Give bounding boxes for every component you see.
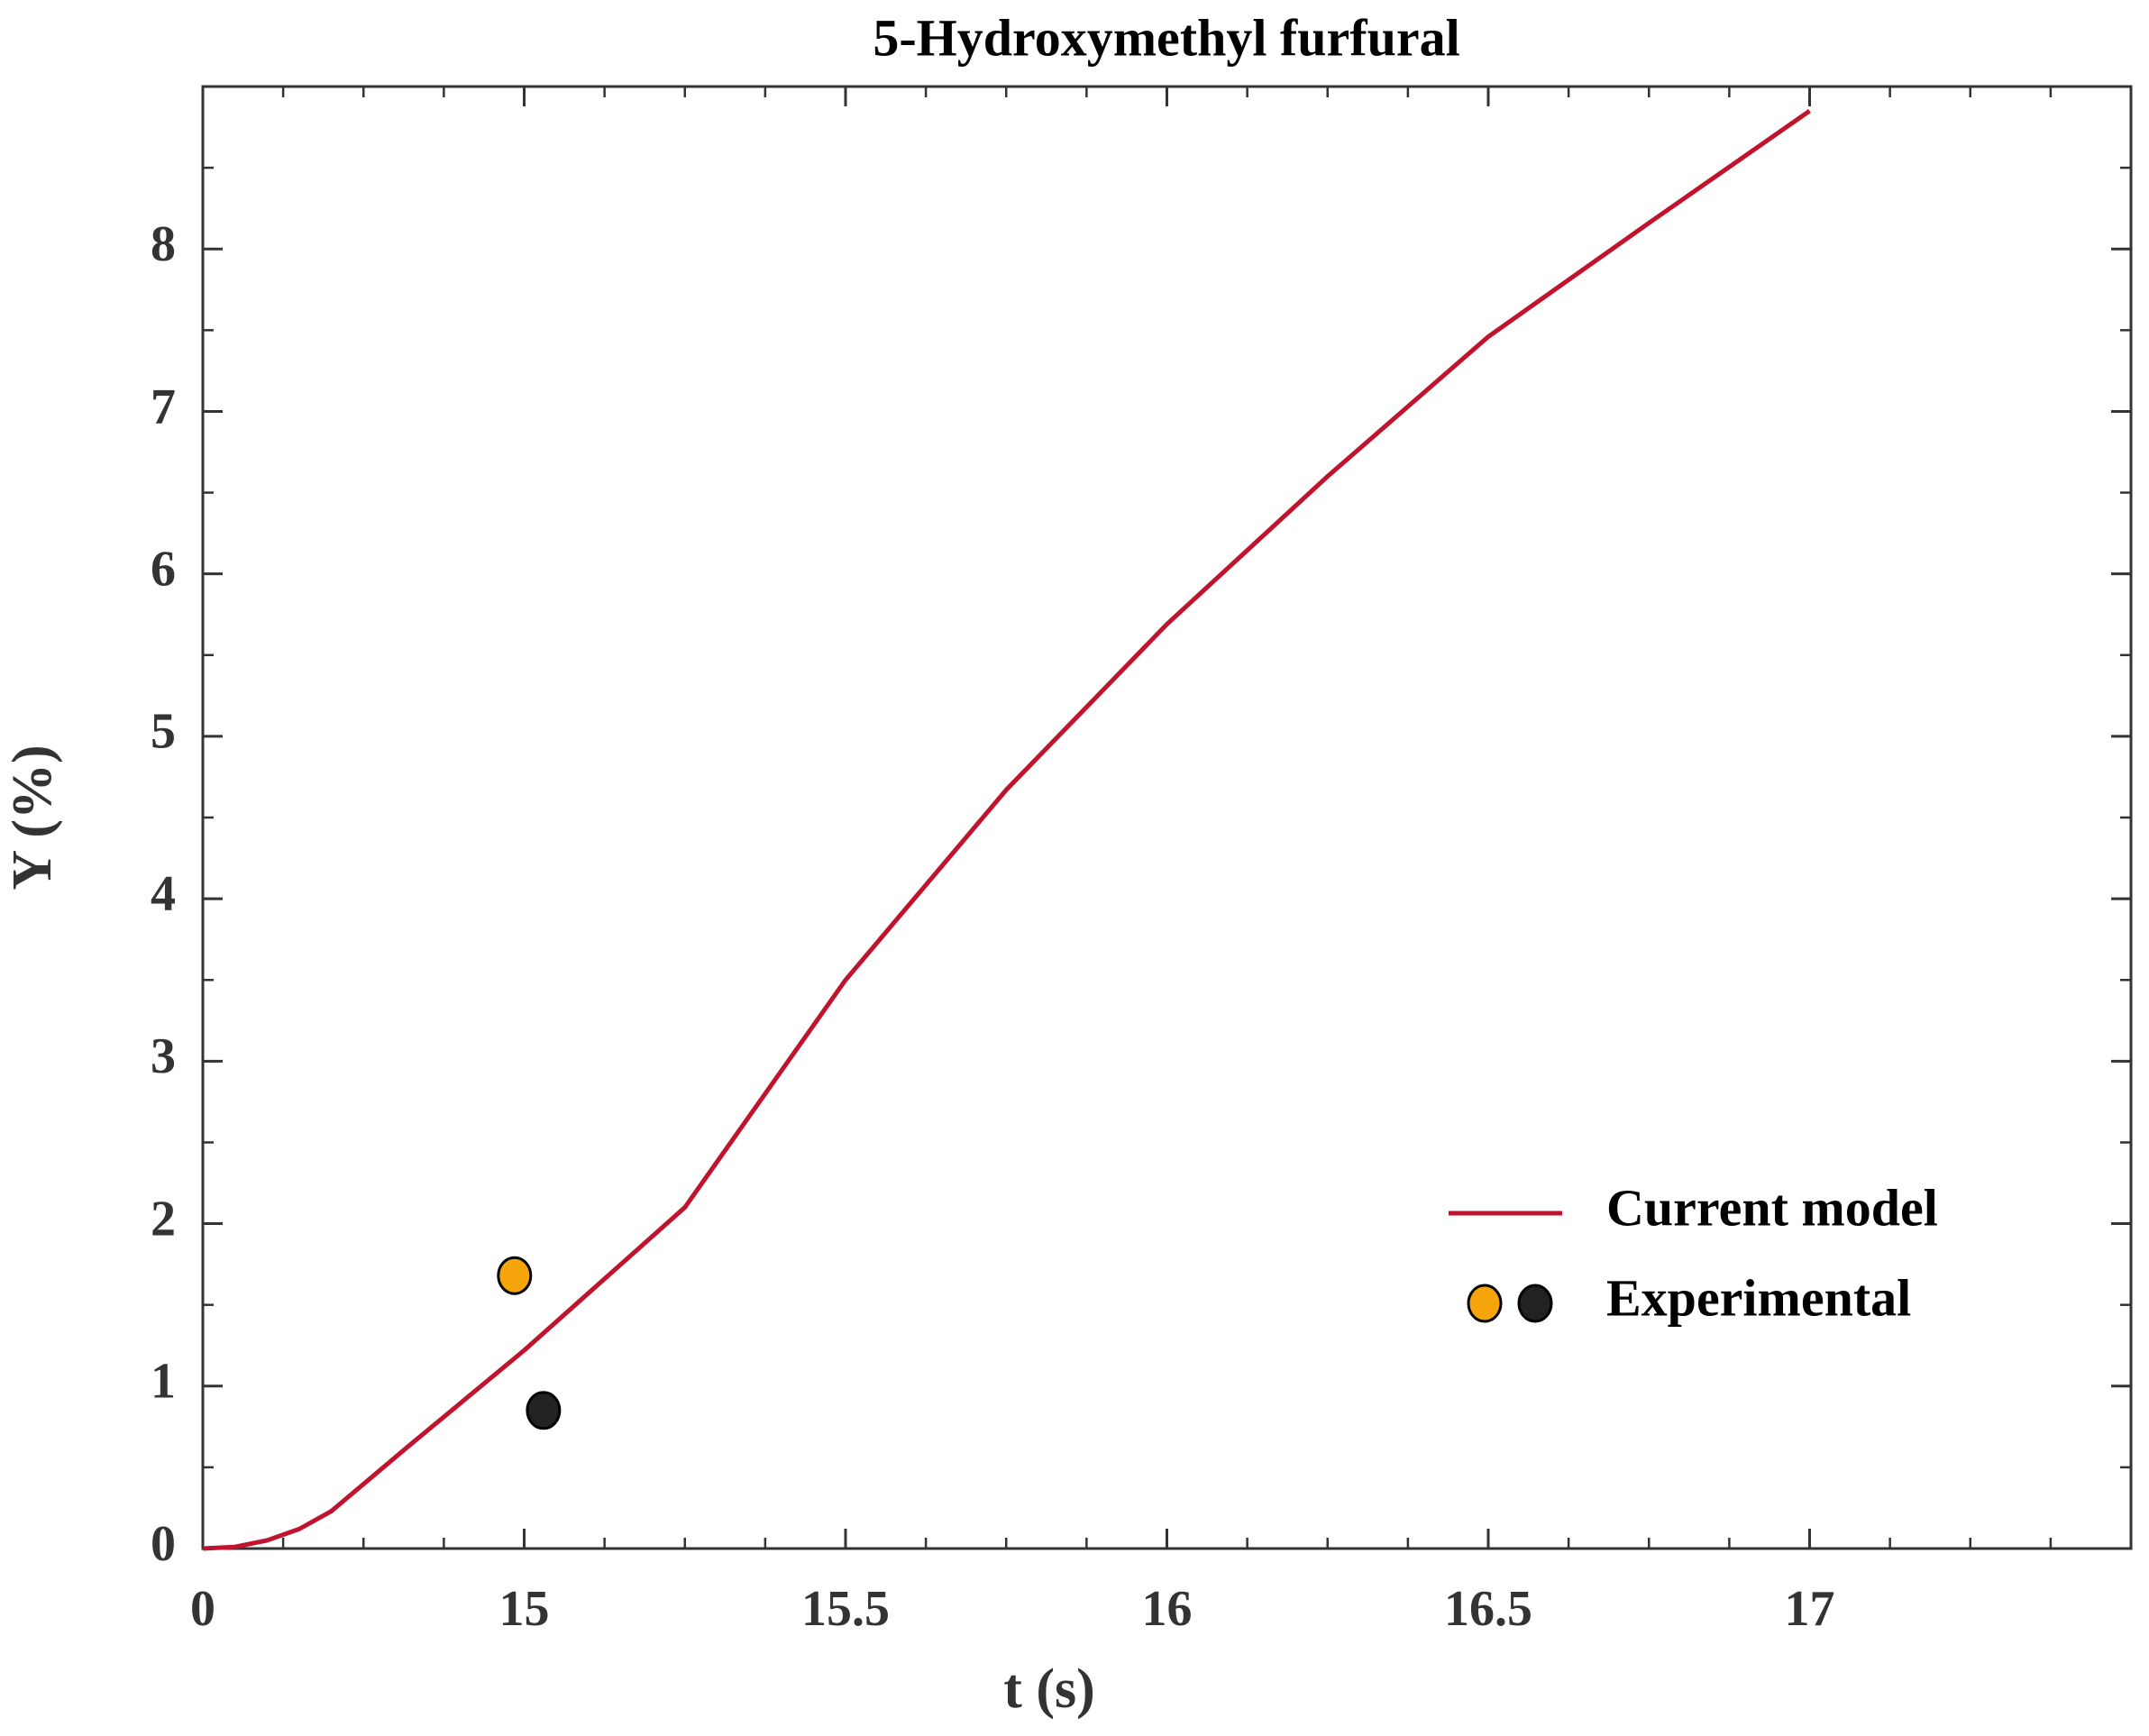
legend-label: Experimental	[1606, 1268, 1911, 1327]
x-tick-label: 16	[1142, 1581, 1193, 1637]
legend-label: Current model	[1606, 1178, 1938, 1237]
legend-swatch	[1517, 1284, 1553, 1323]
x-axis-label: t (s)	[1003, 1658, 1095, 1720]
y-tick-label: 8	[151, 216, 176, 272]
model-line	[202, 108, 1811, 1551]
x-tick-label: 17	[1785, 1581, 1835, 1637]
y-tick-label: 0	[151, 1516, 176, 1572]
y-tick-label: 6	[151, 542, 176, 598]
plot-frame	[201, 85, 2133, 1550]
legend-swatch	[1467, 1284, 1503, 1323]
y-tick-label: 5	[151, 704, 176, 760]
data-point	[526, 1391, 562, 1430]
x-tick-label: 16.5	[1444, 1581, 1532, 1637]
y-tick-label: 3	[151, 1028, 176, 1084]
y-tick-label: 2	[151, 1191, 176, 1247]
chart-title: 5-Hydroxymethyl furfural	[873, 8, 1459, 67]
x-tick-label: 0	[190, 1581, 215, 1637]
y-tick-label: 7	[151, 379, 176, 434]
y-tick-label: 1	[151, 1354, 176, 1410]
data-point	[497, 1256, 533, 1295]
x-tick-label: 15	[499, 1581, 550, 1637]
y-tick-label: 4	[151, 866, 176, 922]
y-axis-label: Y (%)	[2, 745, 63, 890]
x-tick-label: 15.5	[801, 1581, 890, 1637]
